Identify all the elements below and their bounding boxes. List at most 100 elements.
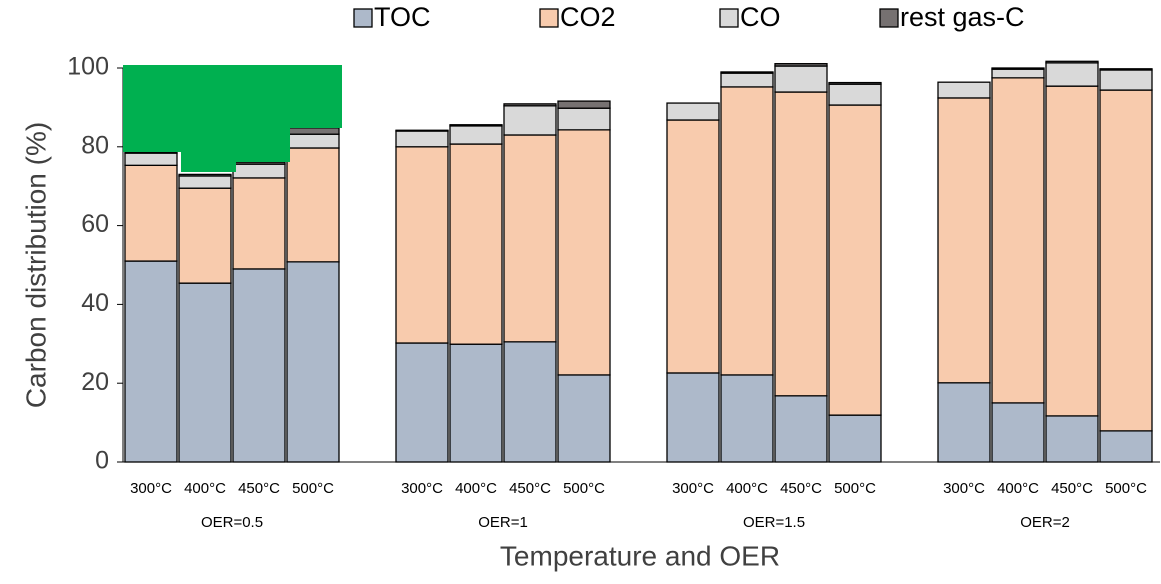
bar-segment <box>557 129 611 376</box>
bar-segment <box>991 402 1045 463</box>
y-tick-label: 20 <box>81 368 109 396</box>
x-tick-label: 400°C <box>997 480 1039 497</box>
bar-segment <box>503 341 557 463</box>
legend-swatch <box>879 8 899 28</box>
bar-segment <box>449 143 503 345</box>
bar-segment <box>828 104 882 416</box>
bar-segment <box>124 164 178 262</box>
bar-segment <box>774 65 828 93</box>
y-tick-label: 80 <box>81 131 109 159</box>
x-tick-label: 500°C <box>563 480 605 497</box>
bar-segment <box>449 343 503 463</box>
x-tick-label: 450°C <box>238 480 280 497</box>
x-tick-label: 300°C <box>672 480 714 497</box>
bar-segment <box>1045 85 1099 417</box>
bar-segment <box>178 282 232 463</box>
bar-segment <box>1045 415 1099 463</box>
x-tick-label: 400°C <box>184 480 226 497</box>
legend-swatch <box>353 8 373 28</box>
bar-segment <box>991 68 1045 79</box>
x-tick-label: 400°C <box>455 480 497 497</box>
bar-segment <box>828 81 882 85</box>
bar-segment <box>828 83 882 106</box>
bar-segment <box>449 125 503 145</box>
legend-swatch <box>719 8 739 28</box>
bar-segment <box>991 67 1045 70</box>
group-label: OER=2 <box>1020 514 1070 531</box>
bar-segment <box>395 130 449 148</box>
bar-segment <box>395 146 449 344</box>
legend-label: CO2 <box>560 2 616 32</box>
x-tick-label: 300°C <box>943 480 985 497</box>
bar-segment <box>124 260 178 463</box>
bar-segment <box>124 151 178 154</box>
bar-segment <box>557 100 611 109</box>
bar-segment <box>1099 68 1153 71</box>
bar-segment <box>1045 62 1099 87</box>
bar-segment <box>1099 89 1153 432</box>
bar-segment <box>124 152 178 166</box>
bar-segment <box>503 103 557 107</box>
bar-segment <box>232 268 286 463</box>
y-tick-label: 0 <box>95 447 109 475</box>
y-tick-label: 40 <box>81 289 109 317</box>
bar-segment <box>395 342 449 463</box>
bar-segment <box>395 129 449 132</box>
y-tick-label: 60 <box>81 210 109 238</box>
legend-label: CO <box>740 2 781 32</box>
bar-segment <box>666 102 720 121</box>
x-tick-label: 300°C <box>130 480 172 497</box>
bar-segment <box>178 175 232 189</box>
bar-segment <box>503 134 557 343</box>
bar-segment <box>937 81 991 99</box>
legend-swatch <box>539 8 559 28</box>
bar-segment <box>774 63 828 67</box>
x-tick-label: 500°C <box>292 480 334 497</box>
bar-segment <box>774 91 828 397</box>
bar-segment <box>449 124 503 127</box>
bar-segment <box>720 86 774 376</box>
bar-segment <box>557 374 611 463</box>
x-tick-label: 400°C <box>726 480 768 497</box>
x-tick-label: 500°C <box>1105 480 1147 497</box>
bar-segment <box>720 71 774 74</box>
redaction <box>123 65 342 172</box>
bar-segment <box>286 147 340 263</box>
x-tick-label: 300°C <box>401 480 443 497</box>
bar-segment <box>232 163 286 179</box>
x-axis-title: Temperature and OER <box>500 540 780 571</box>
x-tick-label: 500°C <box>834 480 876 497</box>
x-tick-label: 450°C <box>780 480 822 497</box>
bar-segment <box>178 173 232 177</box>
bar-segment <box>286 133 340 149</box>
bar-segment <box>937 97 991 384</box>
y-tick-label: 100 <box>67 53 109 81</box>
x-tick-label: 450°C <box>1051 480 1093 497</box>
bar-segment <box>720 72 774 88</box>
bar-segment <box>557 107 611 131</box>
bar-segment <box>666 119 720 374</box>
bar-segment <box>286 127 340 135</box>
bar-segment <box>1099 69 1153 91</box>
group-label: OER=1 <box>478 514 528 531</box>
bar-segment <box>720 374 774 463</box>
y-axis-title: Carbon distribution (%) <box>20 122 51 408</box>
bar-segment <box>1045 60 1099 64</box>
group-label: OER=0.5 <box>201 514 263 531</box>
bar-segment <box>666 372 720 463</box>
bar-segment <box>828 414 882 463</box>
x-tick-label: 450°C <box>509 480 551 497</box>
bar-segment <box>503 105 557 136</box>
bar-segment <box>232 177 286 270</box>
bar-segment <box>1099 430 1153 463</box>
legend-label: rest gas-C <box>900 2 1025 32</box>
bar-segment <box>991 77 1045 404</box>
bar-segment <box>178 187 232 284</box>
legend-label: TOC <box>374 2 431 32</box>
bar-segment <box>774 395 828 463</box>
bar-segment <box>232 161 286 165</box>
bar-segment <box>937 382 991 463</box>
bar-segment <box>286 261 340 463</box>
group-label: OER=1.5 <box>743 514 805 531</box>
